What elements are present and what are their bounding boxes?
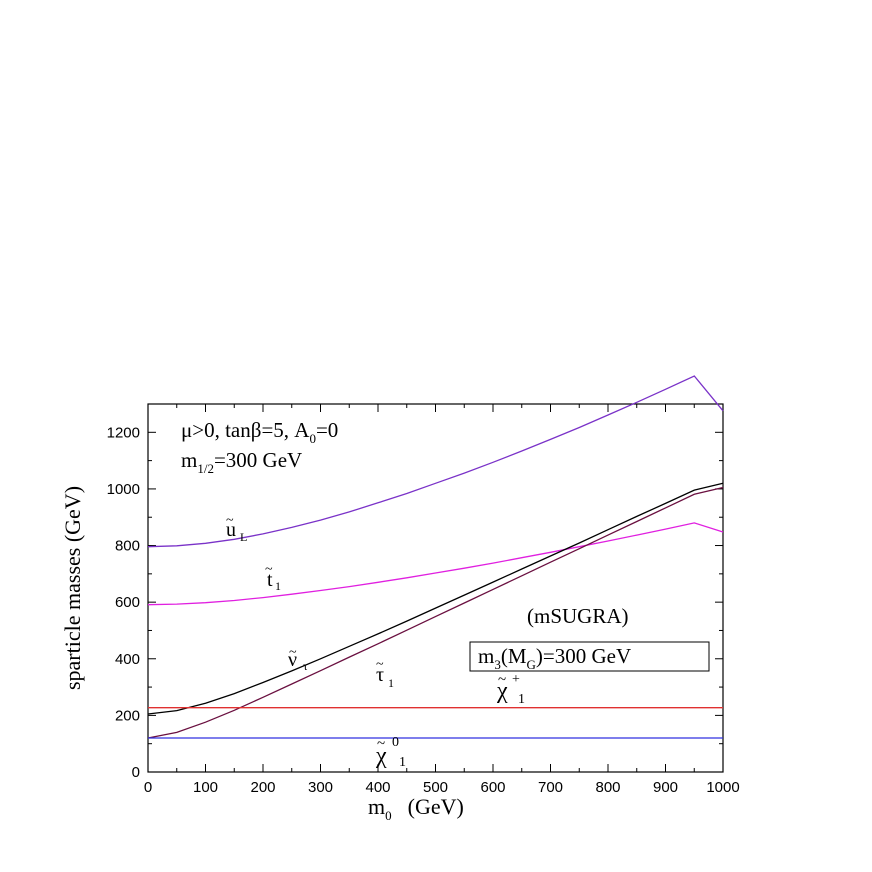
svg-text:ν: ν [288, 649, 297, 671]
label-nu-tau: ~ ν τ [288, 645, 308, 673]
svg-text:τ: τ [303, 659, 308, 673]
svg-text:1: 1 [399, 755, 406, 770]
label-tau-1: ~ τ 1 [376, 657, 394, 690]
x-tick-label: 200 [250, 779, 275, 796]
svg-text:1: 1 [275, 579, 281, 593]
params-line-1: μ>0, tanβ=5, A0=0 [181, 418, 338, 446]
y-tick-label: 1000 [107, 481, 140, 498]
svg-text:0: 0 [392, 735, 399, 750]
x-tick-label: 100 [193, 779, 218, 796]
y-tick-label: 400 [115, 651, 140, 668]
u-L-curve [147, 375, 724, 548]
svg-text:1: 1 [388, 676, 394, 690]
boxed-annotation: m3(MG)=300 GeV [478, 644, 631, 672]
svg-text:~: ~ [377, 736, 385, 752]
label-u-L: ~ u L [226, 513, 247, 544]
svg-text:+: + [512, 672, 520, 687]
x-tick-label: 500 [423, 779, 448, 796]
model-label: (mSUGRA) [527, 604, 629, 628]
t-1-curve [147, 522, 724, 606]
boxed-annotation-frame [469, 641, 710, 672]
tau-1-curve [147, 486, 724, 739]
label-t-1: ~ t 1 [265, 562, 281, 593]
nu-tau-curve [147, 482, 724, 715]
params-line-2: m1/2=300 GeV [181, 448, 302, 476]
svg-text:~: ~ [498, 672, 506, 688]
x-axis-label: m0 (GeV) [368, 794, 464, 823]
svg-text:χ: χ [496, 678, 508, 704]
y-tick-label: 600 [115, 594, 140, 611]
y-tick-label: 1200 [107, 424, 140, 441]
x-tick-label: 300 [308, 779, 333, 796]
y-tick-label: 200 [115, 707, 140, 724]
curve-group [147, 375, 724, 739]
label-neutralino-1: ~ χ 0 1 [375, 735, 406, 770]
svg-text:~: ~ [265, 562, 273, 577]
label-chargino-1: ~ χ + 1 [496, 672, 525, 707]
x-tick-label: 0 [144, 779, 152, 796]
x-tick-label: 600 [480, 779, 505, 796]
svg-text:t: t [267, 569, 273, 591]
x-tick-label: 700 [538, 779, 563, 796]
svg-text:u: u [226, 519, 236, 541]
y-axis-label: sparticle masses (GeV) [60, 486, 85, 690]
x-tick-label: 900 [653, 779, 678, 796]
svg-text:1: 1 [518, 692, 525, 707]
x-tick-label: 1000 [706, 779, 739, 796]
x-tick-label: 400 [365, 779, 390, 796]
svg-text:~: ~ [376, 657, 384, 672]
svg-text:~: ~ [226, 513, 234, 528]
y-tick-label: 0 [132, 764, 140, 781]
svg-text:τ: τ [376, 664, 384, 686]
svg-text:χ: χ [375, 743, 387, 769]
tick-group: 0 100 200 300 400 500 600 700 800 900 1000 0 200 400 6… [107, 404, 740, 796]
svg-text:~: ~ [289, 645, 297, 660]
x-tick-label: 800 [595, 779, 620, 796]
y-tick-label: 800 [115, 538, 140, 555]
svg-text:L: L [240, 530, 247, 544]
